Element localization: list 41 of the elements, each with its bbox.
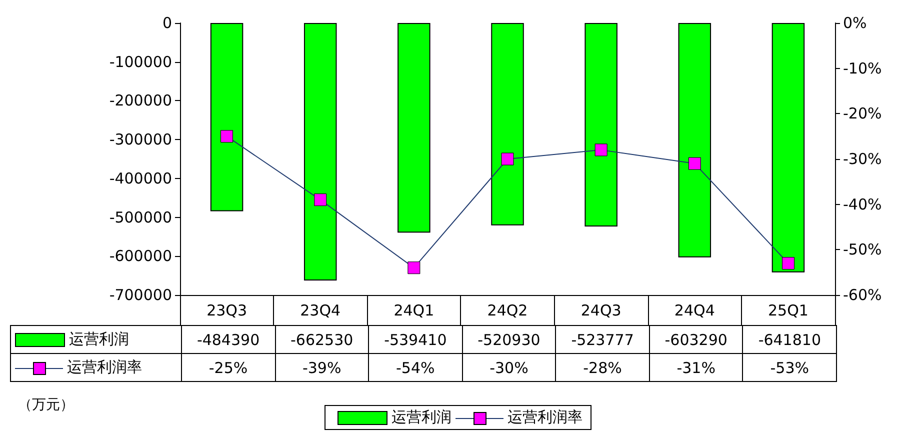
data-label: -30% — [462, 354, 556, 382]
data-label: -523777 — [556, 326, 650, 354]
data-label: -539410 — [368, 326, 462, 354]
x-tick-label: 23Q4 — [300, 302, 341, 320]
data-label: -39% — [275, 354, 369, 382]
data-label: -28% — [556, 354, 650, 382]
x-tick-label: 24Q3 — [580, 302, 622, 320]
legend-label: 运营利润 — [10, 326, 182, 354]
data-label: -662530 — [275, 326, 369, 354]
y2-tick-label: -10% — [843, 59, 882, 78]
y2-tick-label: -20% — [843, 104, 882, 123]
data-label: -25% — [182, 354, 276, 382]
y-tick-label: 0 — [162, 14, 172, 32]
y-tick-label: -300000 — [109, 130, 172, 149]
data-label: -520930 — [462, 326, 556, 354]
y2-tick-label: -30% — [843, 150, 882, 168]
y-tick-label: -700000 — [109, 286, 172, 304]
y2-tick-label: 0% — [843, 14, 867, 32]
data-label: -484390 — [182, 326, 276, 354]
y2-tick-label: -40% — [843, 195, 882, 214]
data-label: -641810 — [742, 326, 836, 354]
y-tick-label: -400000 — [109, 169, 172, 188]
text: 运营利润率 — [508, 408, 582, 426]
data-label: -53% — [742, 354, 836, 382]
text: 运营利润 — [392, 408, 452, 426]
x-tick-label: 24Q2 — [487, 302, 528, 320]
x-tick-label: 25Q1 — [768, 302, 808, 320]
data-label: -603290 — [649, 326, 743, 354]
data-label: -31% — [649, 354, 743, 382]
legend-label: 运营利润率 — [10, 354, 182, 382]
data-label: -54% — [368, 354, 462, 382]
x-tick-label: 24Q1 — [394, 302, 434, 320]
y-tick-label: -100000 — [109, 52, 172, 71]
y2-tick-label: -50% — [843, 240, 882, 259]
y-tick-label: -500000 — [109, 208, 172, 226]
y-tick-label: -200000 — [109, 92, 172, 110]
text: （万元） — [18, 396, 74, 414]
y2-tick-label: -60% — [843, 286, 882, 304]
x-tick-label: 24Q4 — [674, 302, 715, 320]
y-tick-label: -600000 — [109, 247, 172, 266]
x-tick-label: 23Q3 — [206, 302, 248, 320]
